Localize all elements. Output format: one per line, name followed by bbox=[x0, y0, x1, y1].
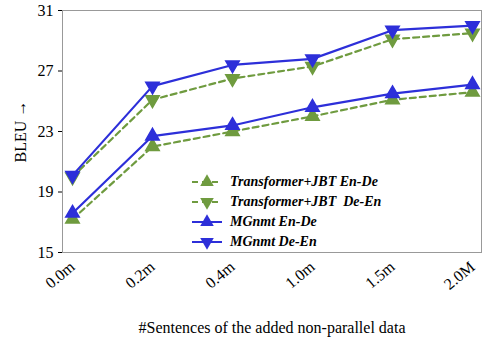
svg-text:2.0M: 2.0M bbox=[441, 258, 478, 293]
svg-text:31: 31 bbox=[38, 2, 54, 19]
svg-text:1.5m: 1.5m bbox=[362, 257, 398, 291]
html-text:Transformer+JBT De-En: Transformer+JBT De-En bbox=[230, 194, 382, 209]
svg-text:0.0m: 0.0m bbox=[42, 257, 78, 291]
svg-text:0.2m: 0.2m bbox=[122, 257, 158, 291]
html-text:MGnmt En-De: MGnmt En-De bbox=[230, 214, 317, 229]
html-text:MGnmt De-En: MGnmt De-En bbox=[230, 234, 317, 249]
svg-text:15: 15 bbox=[38, 244, 54, 261]
svg-text:BLEU →: BLEU → bbox=[12, 101, 29, 163]
html-text:Transformer+JBT En-De: Transformer+JBT En-De bbox=[230, 174, 378, 189]
svg-text:1.0m: 1.0m bbox=[282, 257, 318, 291]
svg-text:23: 23 bbox=[38, 123, 54, 140]
svg-text:#Sentences of the added non-pa: #Sentences of the added non-parallel dat… bbox=[139, 319, 406, 337]
svg-text:27: 27 bbox=[38, 62, 54, 79]
svg-text:19: 19 bbox=[38, 183, 54, 200]
svg-text:0.4m: 0.4m bbox=[202, 257, 238, 291]
